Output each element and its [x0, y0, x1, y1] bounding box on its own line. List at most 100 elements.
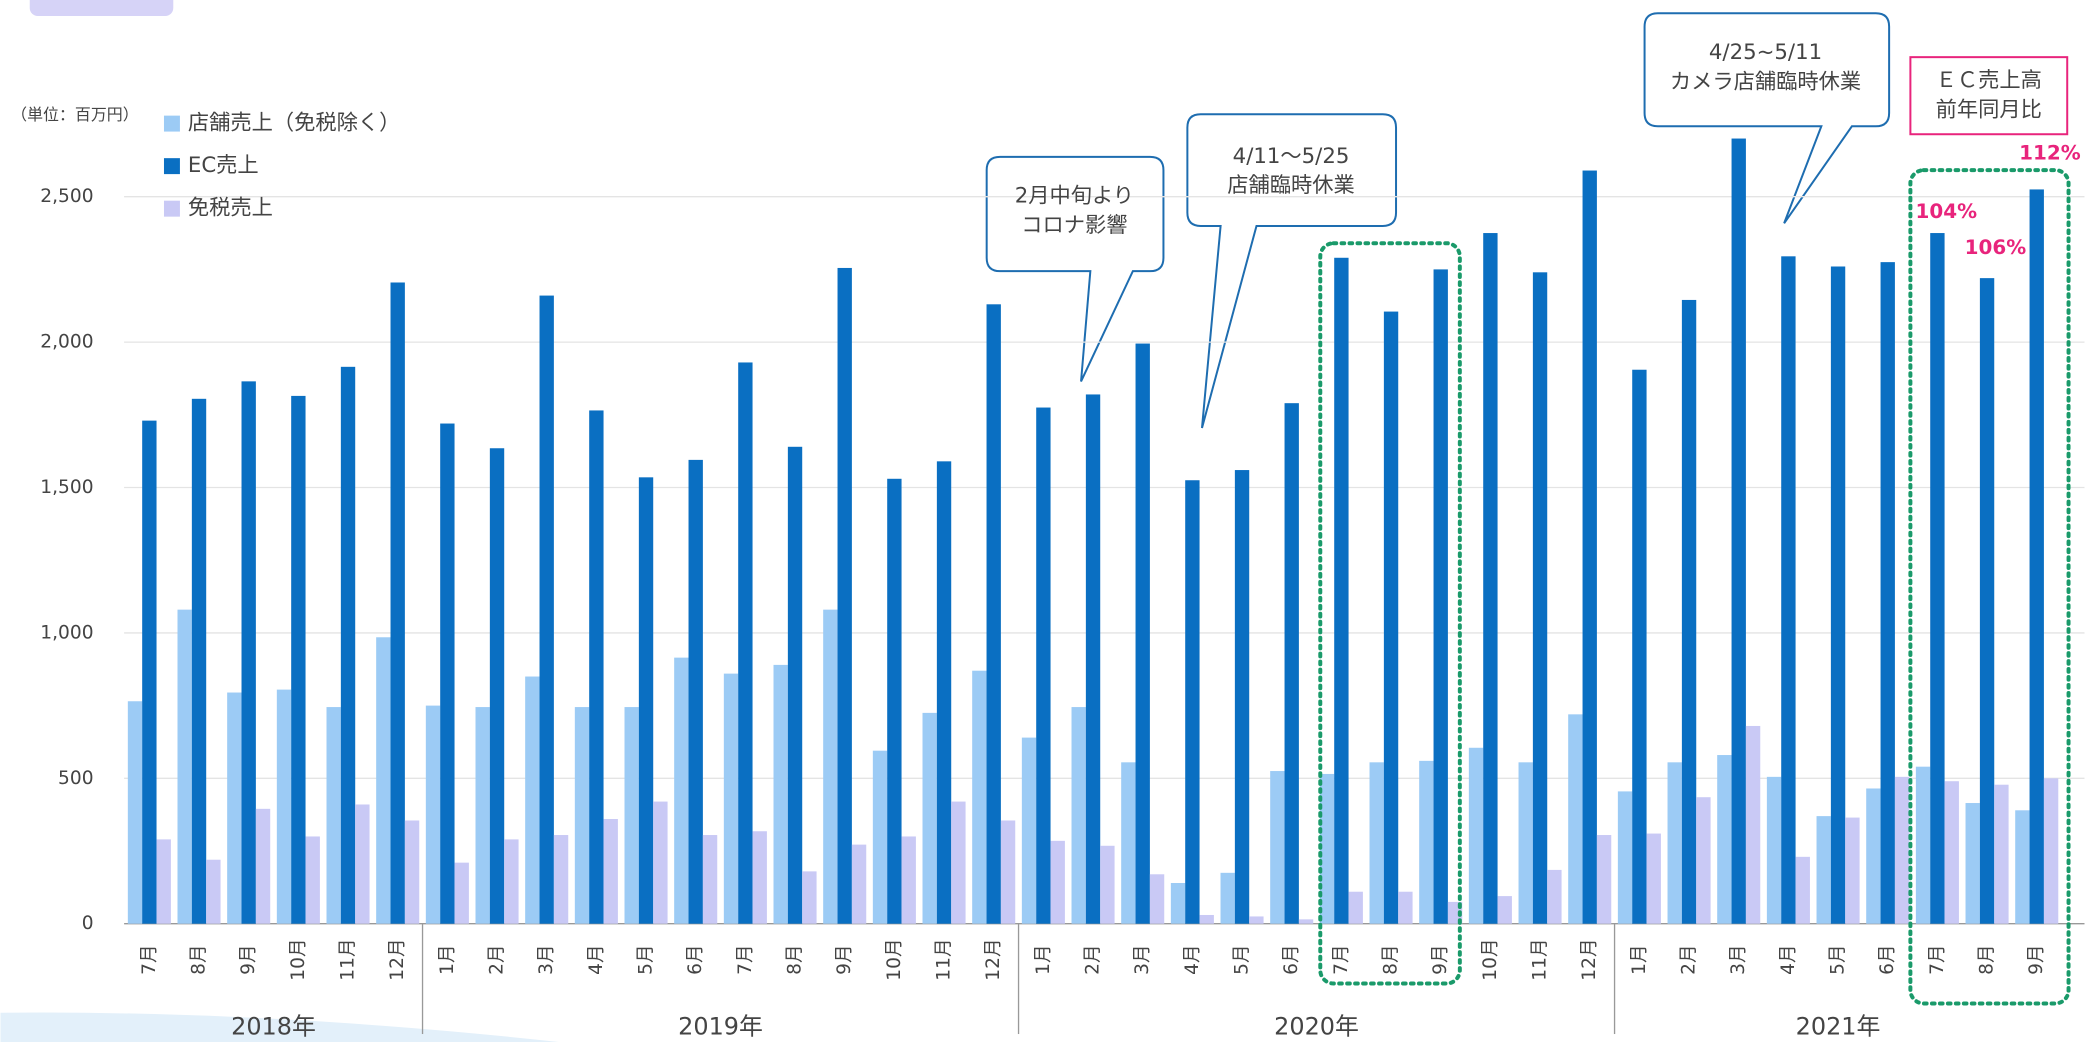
bar: [674, 657, 689, 924]
bar: [1617, 791, 1633, 924]
legend-swatch: [163, 158, 180, 175]
bar: [752, 831, 767, 924]
bar: [603, 819, 618, 924]
bar: [1596, 835, 1612, 924]
x-tick-label: 12月: [1579, 938, 1600, 980]
bar: [404, 820, 420, 924]
x-tick-label: 4月: [586, 944, 607, 974]
bar: [1085, 394, 1101, 924]
bar: [1071, 707, 1086, 924]
yoy-title: 前年同月比: [1936, 97, 2042, 122]
bar: [1021, 737, 1037, 924]
bar: [489, 448, 505, 924]
bar: [1894, 776, 1910, 924]
bar: [191, 398, 207, 924]
bar: [425, 705, 441, 924]
x-tick-label: 8月: [1977, 944, 1998, 974]
x-tick-label: 2月: [1679, 944, 1700, 974]
bar: [1100, 845, 1115, 924]
yoy-label: 104%: [1916, 200, 1978, 223]
bar: [589, 410, 604, 924]
bar: [1036, 407, 1051, 924]
bar: [1731, 138, 1746, 924]
x-tick-label: 9月: [1430, 944, 1451, 974]
bar: [887, 478, 902, 924]
annotation: 店舗臨時休業: [1227, 173, 1355, 198]
bar: [255, 808, 271, 924]
bar: [127, 701, 143, 924]
bar: [773, 664, 788, 924]
bar: [1050, 840, 1065, 924]
x-tick-label: 1月: [1033, 944, 1054, 974]
x-tick-label: 10月: [1480, 938, 1501, 980]
bar: [1199, 914, 1214, 924]
bar: [1781, 256, 1796, 924]
bar: [326, 707, 341, 924]
x-tick-label: 9月: [834, 944, 855, 974]
bar: [227, 692, 242, 924]
bar: [553, 835, 569, 924]
bar: [1000, 820, 1016, 924]
bar: [504, 839, 519, 924]
x-tick-label: 11月: [1530, 938, 1551, 980]
bar: [2029, 189, 2044, 924]
bar: [1249, 916, 1264, 924]
annotation: コロナ影響: [1021, 213, 1127, 238]
x-tick-label: 4月: [1778, 944, 1799, 974]
y-tick-label: 2,500: [40, 186, 93, 207]
bar: [1582, 170, 1597, 924]
x-tick-label: 7月: [1927, 944, 1948, 974]
x-tick-label: 11月: [338, 938, 359, 980]
highlight-box: [1908, 168, 2071, 1006]
x-tick-label: 7月: [139, 944, 160, 974]
annotation: 2月中旬より: [1015, 184, 1134, 209]
bar: [440, 423, 455, 924]
x-tick-label: 10月: [288, 938, 309, 980]
bar: [1681, 299, 1697, 924]
yoy-label: 106%: [1965, 236, 2027, 259]
bar: [1483, 233, 1498, 924]
bar: [624, 707, 639, 924]
callout: [1643, 12, 1891, 224]
x-tick-label: 4月: [1182, 944, 1203, 974]
bar: [1830, 266, 1846, 924]
bar: [702, 835, 718, 924]
legend-label: 店舗売上（免税除く）: [188, 111, 401, 136]
y-tick-label: 1,000: [40, 622, 93, 643]
bar: [1717, 755, 1732, 924]
x-tick-label: 8月: [1381, 944, 1402, 974]
bar: [2015, 810, 2030, 924]
bar: [738, 362, 753, 924]
year-label: 2019年: [678, 1012, 763, 1040]
bar: [539, 295, 554, 924]
year-label: 2021年: [1796, 1012, 1881, 1040]
bar: [1930, 233, 1945, 924]
bar: [1398, 891, 1413, 924]
bar: [1994, 784, 2009, 924]
y-tick-label: 1,500: [40, 477, 93, 498]
bar: [1795, 856, 1810, 924]
legend-label: EC売上: [188, 153, 259, 178]
y-tick-label: 2,000: [40, 332, 93, 353]
x-tick-label: 6月: [685, 944, 706, 974]
x-tick-label: 3月: [1728, 944, 1749, 974]
bar: [206, 859, 221, 924]
bar: [1298, 919, 1314, 924]
bar: [837, 267, 852, 924]
yoy-label: 112%: [2019, 142, 2081, 165]
bar: [1880, 262, 1895, 924]
bar: [305, 836, 320, 924]
x-tick-label: 6月: [1877, 944, 1898, 974]
bar: [986, 304, 1001, 924]
bar: [376, 637, 391, 924]
bar: [1915, 766, 1931, 924]
legend-swatch: [163, 115, 180, 132]
x-tick-label: 5月: [636, 944, 657, 974]
bar: [972, 670, 987, 924]
callout: [985, 155, 1165, 382]
bar: [1965, 803, 1980, 924]
x-tick-label: 7月: [735, 944, 756, 974]
legend-label: 免税売上: [188, 196, 273, 221]
bar: [2043, 778, 2059, 924]
y-tick-label: 0: [82, 913, 94, 934]
